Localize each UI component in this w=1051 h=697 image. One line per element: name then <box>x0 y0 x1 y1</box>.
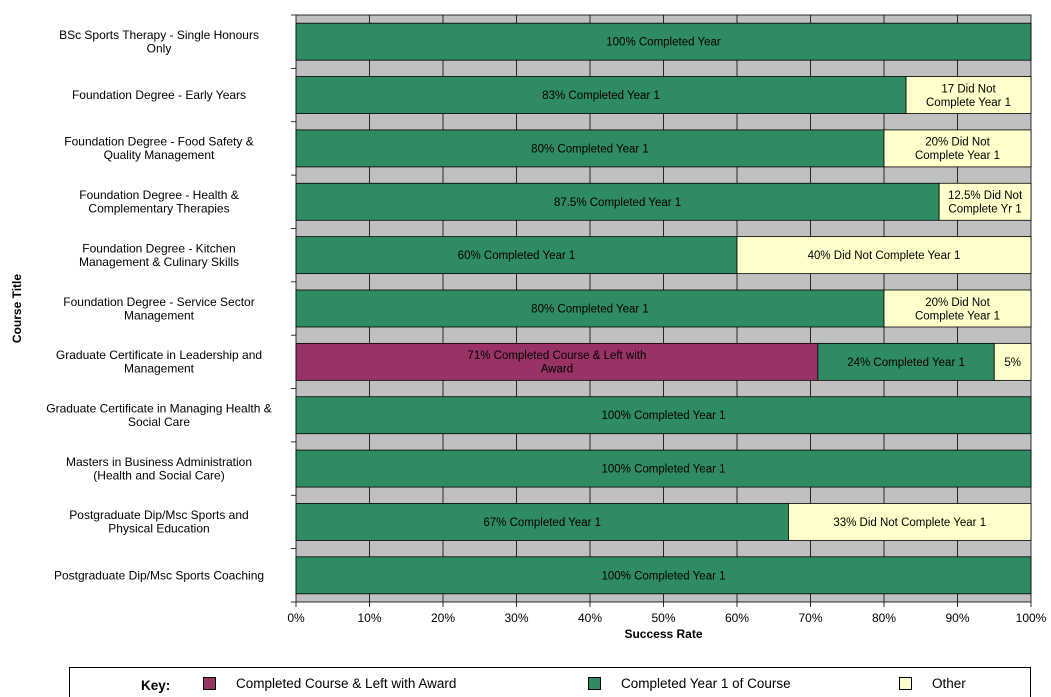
x-tick-label: 20% <box>431 611 455 625</box>
legend-label-other: Other <box>932 676 966 691</box>
x-tick-label: 100% <box>1016 611 1047 625</box>
bar-segment-other <box>883 129 1032 168</box>
category-label: Foundation Degree - Service Sector Manage… <box>63 295 254 323</box>
x-tick-label: 30% <box>504 611 528 625</box>
category-label: Postgraduate Dip/Msc Sports and Physical … <box>69 508 248 536</box>
data-label: 60% Completed Year 1 <box>458 250 576 262</box>
legend-swatch-completed <box>588 677 601 690</box>
bar-segment-other <box>788 503 1032 541</box>
data-label: 24% Completed Year 1 <box>847 357 965 369</box>
legend-item-completed: Completed Year 1 of Course <box>588 676 791 691</box>
bar-segment-other <box>883 289 1032 328</box>
data-label: 87.5% Completed Year 1 <box>554 197 681 209</box>
x-tick-label: 0% <box>287 611 305 625</box>
category-label: Masters in Business Administration (Healt… <box>66 455 252 483</box>
data-label: 80% Completed Year 1 <box>531 143 649 155</box>
legend-label-award: Completed Course & Left with Award <box>236 676 457 691</box>
data-label: 67% Completed Year 1 <box>483 517 601 529</box>
data-label: 80% Completed Year 1 <box>531 304 649 316</box>
category-label: Graduate Certificate in Managing Health … <box>46 401 271 429</box>
category-label: Foundation Degree - Kitchen Management & … <box>79 241 239 268</box>
x-tick-label: 10% <box>357 611 381 625</box>
data-label: 40% Did Not Complete Year 1 <box>808 250 961 262</box>
legend-item-other: Other <box>899 676 966 691</box>
bar-segment-completed <box>295 289 885 328</box>
bar-segment-completed <box>295 76 907 114</box>
bar-segment-award <box>295 342 819 381</box>
x-tick-label: 80% <box>872 611 896 625</box>
bar-segment-other <box>993 342 1032 381</box>
bar-segment-completed <box>817 342 995 381</box>
legend: Key: Completed Course & Left with Award … <box>69 667 1031 697</box>
legend-key-label: Key: <box>141 678 171 693</box>
legend-item-award: Completed Course & Left with Award <box>203 676 456 691</box>
category-label: Postgraduate Dip/Msc Sports Coaching <box>54 568 264 582</box>
bar-segment-other <box>905 76 1032 114</box>
category-label: Graduate Certificate in Leadership and Ma… <box>56 348 262 376</box>
x-tick-label: 40% <box>578 611 602 625</box>
data-label: 12.5% Did Not Complete Yr 1 <box>948 190 1023 216</box>
x-tick-label: 70% <box>798 611 822 625</box>
legend-swatch-award <box>203 677 216 690</box>
x-tick-label: 60% <box>725 611 749 625</box>
bar-segment-completed <box>295 182 940 221</box>
x-tick-label: 50% <box>651 611 675 625</box>
data-label: 100% Completed Year 1 <box>601 570 725 582</box>
data-label: 100% Completed Year 1 <box>601 410 725 422</box>
bar-segment-completed <box>295 22 1032 61</box>
data-label: 20% Did Not Complete Year 1 <box>915 137 1000 163</box>
bar-segment-completed <box>295 449 1032 488</box>
legend-label-completed: Completed Year 1 of Course <box>621 676 791 691</box>
bar-segment-other <box>938 182 1032 221</box>
data-label: 17 Did Not Complete Year 1 <box>926 83 1011 109</box>
data-label: 5% <box>1004 357 1021 369</box>
legend-swatch-other <box>899 677 912 690</box>
data-label: 33% Did Not Complete Year 1 <box>833 517 986 529</box>
x-axis-title: Success Rate <box>624 627 702 641</box>
bar-segment-completed <box>295 129 885 168</box>
data-label: 100% Completed Year 1 <box>601 464 725 476</box>
y-axis-title: Course Title <box>10 274 24 343</box>
x-tick-label: 90% <box>945 611 969 625</box>
bar-segment-completed <box>295 556 1032 595</box>
data-label: 20% Did Not Complete Year 1 <box>915 297 1000 323</box>
category-label: Foundation Degree - Health & Complementar… <box>79 188 238 216</box>
data-label: 83% Completed Year 1 <box>542 90 660 102</box>
category-label: BSc Sports Therapy - Single Honours Only <box>59 28 259 56</box>
bar-segment-other <box>736 236 1032 275</box>
data-label: 100% Completed Year <box>606 37 721 49</box>
bar-segment-completed <box>295 396 1032 435</box>
category-label: Foundation Degree - Early Years <box>72 88 246 102</box>
data-label: 71% Completed Course & Left with Award <box>467 350 646 376</box>
category-label: Foundation Degree - Food Safety & Quality… <box>64 135 253 163</box>
bar-segment-completed <box>295 503 789 541</box>
